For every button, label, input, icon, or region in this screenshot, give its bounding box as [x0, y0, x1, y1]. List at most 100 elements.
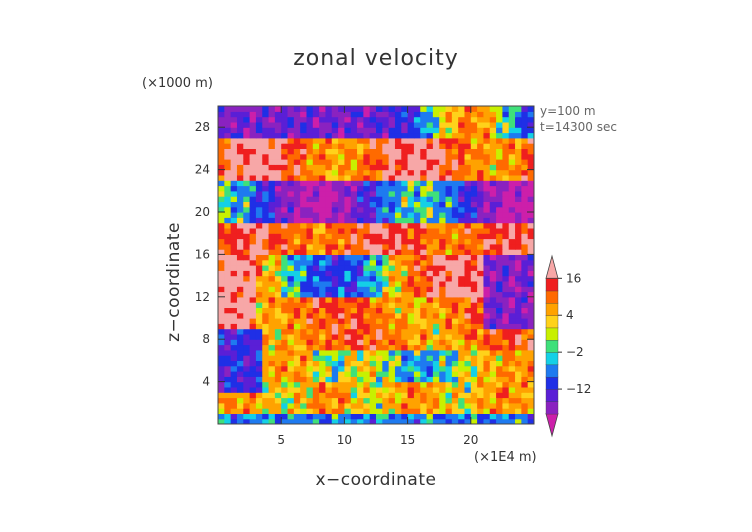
- field-cell: [249, 339, 257, 346]
- field-cell: [230, 164, 238, 171]
- colorbar-segment: [545, 302, 559, 316]
- field-cell: [274, 180, 282, 187]
- field-cell: [293, 333, 301, 340]
- field-cell: [451, 286, 459, 293]
- field-cell: [236, 254, 244, 261]
- field-cell: [388, 392, 396, 399]
- field-cell: [521, 333, 529, 340]
- field-cell: [407, 291, 415, 298]
- field-cell: [413, 185, 421, 192]
- field-cell: [218, 116, 225, 123]
- field-cell: [445, 360, 453, 367]
- field-cell: [464, 243, 472, 250]
- field-cell: [388, 413, 396, 420]
- field-cell: [483, 121, 491, 128]
- field-cell: [382, 392, 390, 399]
- field-cell: [287, 127, 295, 134]
- field-cell: [243, 190, 251, 197]
- field-cell: [521, 127, 529, 134]
- field-cell: [458, 190, 466, 197]
- field-cell: [451, 153, 459, 160]
- field-cell: [483, 238, 491, 245]
- field-cell: [281, 307, 289, 314]
- field-cell: [413, 174, 421, 181]
- field-cell: [262, 164, 270, 171]
- field-cell: [420, 106, 428, 112]
- field-cell: [426, 201, 434, 208]
- field-cell: [464, 127, 472, 134]
- field-cell: [470, 206, 478, 213]
- field-cell: [369, 349, 377, 356]
- field-cell: [508, 137, 516, 144]
- field-cell: [376, 222, 383, 229]
- field-cell: [496, 222, 503, 229]
- field-cell: [312, 238, 320, 245]
- field-cell: [527, 280, 534, 287]
- field-cell: [439, 121, 447, 128]
- field-cell: [470, 259, 478, 266]
- field-cell: [331, 265, 339, 271]
- field-cell: [394, 392, 402, 399]
- field-cell: [496, 127, 503, 134]
- field-cell: [369, 392, 377, 399]
- field-cell: [268, 365, 276, 372]
- field-cell: [502, 312, 510, 319]
- field-cell: [445, 307, 453, 314]
- field-cell: [281, 365, 289, 372]
- field-cell: [281, 238, 289, 245]
- field-cell: [496, 328, 503, 335]
- field-cell: [439, 397, 447, 404]
- field-cell: [451, 365, 459, 372]
- field-cell: [218, 196, 225, 202]
- field-cell: [376, 259, 383, 266]
- field-cell: [483, 381, 491, 388]
- field-cell: [287, 397, 295, 404]
- field-cell: [218, 286, 225, 293]
- field-cell: [350, 111, 358, 118]
- field-cell: [363, 196, 371, 202]
- field-cell: [319, 371, 327, 377]
- field-cell: [344, 185, 352, 192]
- field-cell: [262, 227, 270, 234]
- field-cell: [224, 291, 232, 298]
- field-cell: [388, 386, 396, 393]
- field-cell: [394, 238, 402, 245]
- field-cell: [338, 392, 345, 399]
- field-cell: [477, 121, 485, 128]
- field-cell: [312, 201, 320, 208]
- field-cell: [331, 328, 339, 335]
- field-cell: [489, 291, 497, 298]
- field-cell: [268, 397, 276, 404]
- field-cell: [243, 238, 251, 245]
- field-cell: [388, 318, 396, 324]
- field-cell: [300, 164, 308, 171]
- field-cell: [369, 402, 377, 409]
- field-cell: [287, 402, 295, 409]
- field-cell: [394, 121, 402, 128]
- field-cell: [489, 212, 497, 218]
- field-cell: [262, 116, 270, 123]
- field-cell: [293, 111, 301, 118]
- field-cell: [249, 381, 257, 388]
- field-cell: [458, 355, 466, 361]
- field-cell: [470, 106, 478, 112]
- field-cell: [502, 386, 510, 393]
- field-cell: [363, 339, 371, 346]
- x-tick-label: 10: [337, 433, 352, 447]
- field-cell: [236, 190, 244, 197]
- field-cell: [236, 164, 244, 171]
- field-cell: [458, 249, 466, 255]
- field-cell: [464, 222, 472, 229]
- field-cell: [464, 137, 472, 144]
- field-cell: [413, 371, 421, 377]
- field-cell: [274, 397, 282, 404]
- field-cell: [363, 169, 371, 176]
- field-cell: [274, 386, 282, 393]
- field-cell: [458, 296, 466, 303]
- field-cell: [515, 328, 522, 335]
- field-cell: [369, 307, 377, 314]
- field-cell: [451, 291, 459, 298]
- field-cell: [464, 111, 472, 118]
- field-cell: [382, 344, 390, 351]
- field-cell: [255, 323, 263, 330]
